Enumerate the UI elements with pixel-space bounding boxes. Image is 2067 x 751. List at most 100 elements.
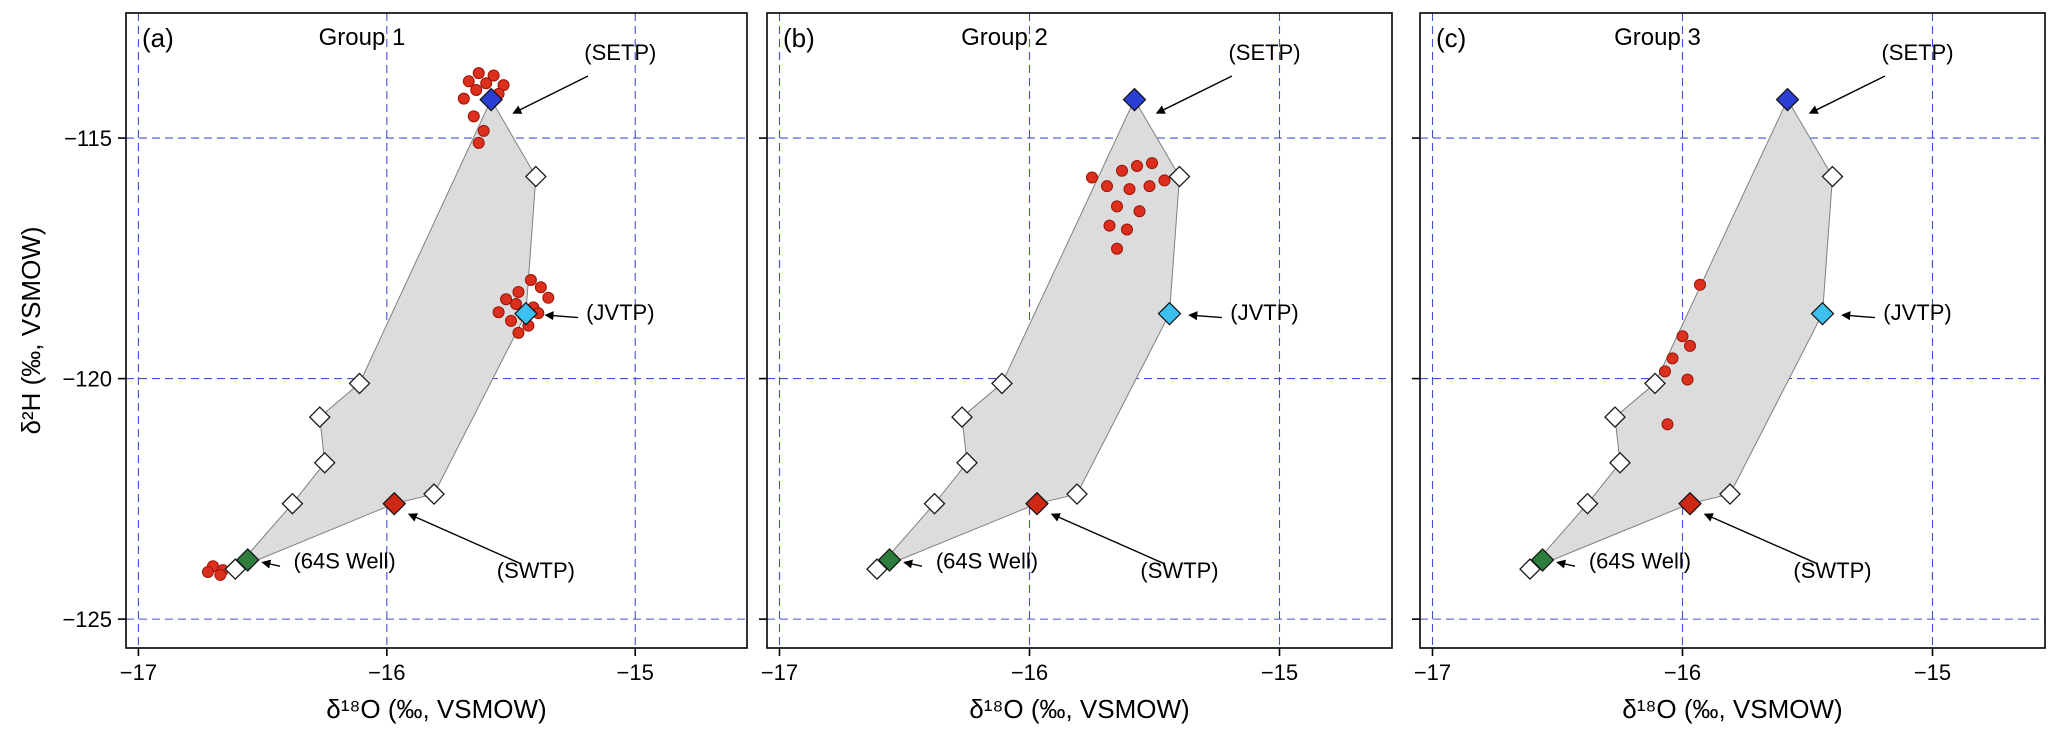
sample-point [542,291,555,304]
annotation-arrow [1556,559,1576,569]
open-diamond-marker [1609,451,1631,474]
annotation-arrow [1188,311,1223,321]
endmember-setp-marker [1122,87,1147,112]
sample-point [487,69,500,82]
open-diamond-marker [956,451,978,474]
open-diamond-marker [308,406,331,429]
panel-title: Group 1 [319,24,406,51]
sample-point [472,136,485,149]
sample-point [1158,174,1171,187]
sample-point [470,83,483,96]
panel-b: (SETP) (JVTP) (SWTP) (64S Well) (b) Group 2 −1… [759,12,1393,724]
open-diamond-marker [1821,165,1844,188]
x-tick-label: −17 [761,660,798,685]
sample-point [1103,219,1116,232]
endmember-swtp-marker [1678,491,1702,516]
open-diamond-marker [923,492,946,515]
x-axis-title: δ¹⁸O (‰, VSMOW) [969,694,1189,724]
annotation-label: (SETP) [1881,40,1953,65]
endmember-jvtp-marker [1810,301,1835,326]
open-diamond-marker [1644,372,1666,395]
annotation-label: (JVTP) [1230,300,1298,325]
annotation-label: (JVTP) [586,300,654,325]
panel-a: (SETP) (JVTP) (SWTP) (64S Well) (a) Group 1 −1… [16,12,748,724]
y-tick-label: −120 [62,367,112,392]
panel-c: (SETP) (JVTP) (SWTP) (64S Well) (c) Group 3 −1… [1412,12,2046,724]
endmember-64s-well-marker [235,548,260,572]
panel-title: Group 2 [961,24,1048,51]
sample-point [1101,180,1113,193]
open-diamond-marker [1719,483,1741,505]
sample-point [492,306,505,319]
open-diamond-marker [1066,483,1088,505]
annotation-label: (SWTP) [1140,558,1218,583]
sample-point [534,281,547,294]
panel-title: Group 3 [1614,24,1701,51]
x-axis-title: δ¹⁸O (‰, VSMOW) [1622,694,1842,724]
endmember-jvtp-marker [1157,301,1182,326]
mixing-hull-polygon [234,98,537,570]
sample-point [524,273,537,286]
annotation-arrow [1155,75,1233,114]
sample-point [1666,352,1679,365]
open-diamond-marker [1168,165,1191,188]
panel-letter: (b) [783,23,815,53]
open-diamond-marker [524,165,547,188]
endmember-64s-well-marker [877,548,902,572]
annotation-arrow [903,559,923,569]
annotation-label: (SWTP) [1793,558,1871,583]
y-tick-label: −125 [62,607,112,632]
endmember-64s-well-marker [1530,548,1555,572]
annotation-label: (SETP) [1228,40,1300,65]
sample-point [512,326,525,339]
sample-point [1121,223,1133,236]
sample-point [1086,171,1098,184]
annotation-label: (JVTP) [1883,300,1951,325]
panel-letter: (a) [142,23,174,53]
open-diamond-marker [281,492,304,515]
sample-point [214,568,227,581]
sample-point [1131,159,1143,172]
endmember-swtp-marker [382,491,407,516]
sample-point [457,92,470,105]
x-tick-label: −16 [1011,660,1048,685]
sample-point [500,293,513,306]
sample-point [477,124,490,137]
x-tick-label: −16 [1664,660,1701,685]
endmember-setp-marker [1775,87,1800,112]
annotation-arrow [1703,513,1818,565]
annotation-arrow [261,559,281,569]
endmember-swtp-marker [1025,491,1049,516]
plot-frame [766,12,1393,649]
annotation-label: (64S Well) [936,549,1038,574]
open-diamond-marker [313,451,336,474]
annotation-arrow [512,75,589,114]
annotation-label: (64S Well) [1589,549,1691,574]
sample-point [1111,200,1123,213]
open-diamond-marker [951,406,973,429]
annotation-arrow [1050,513,1165,565]
panel-letter: (c) [1436,23,1466,53]
y-axis-title: δ²H (‰, VSMOW) [16,227,46,435]
open-diamond-marker [991,372,1013,395]
x-axis-title: δ¹⁸O (‰, VSMOW) [326,694,546,724]
open-diamond-marker [1604,406,1626,429]
annotation-arrow [1841,311,1876,321]
annotation-arrow [407,513,522,565]
sample-point [1143,180,1156,193]
open-diamond-marker [1576,492,1599,515]
sample-point [512,286,525,299]
sample-point [1146,157,1158,170]
plot-frame [125,12,748,649]
sample-point [1116,164,1128,177]
sample-point [505,314,518,327]
annotation-label: (64S Well) [293,549,395,574]
y-tick-label: −115 [64,126,112,151]
x-tick-label: −15 [1914,660,1951,685]
annotation-label: (SETP) [584,40,656,65]
sample-point [1684,339,1696,352]
sample-point [1681,373,1694,386]
sample-point [201,565,214,578]
